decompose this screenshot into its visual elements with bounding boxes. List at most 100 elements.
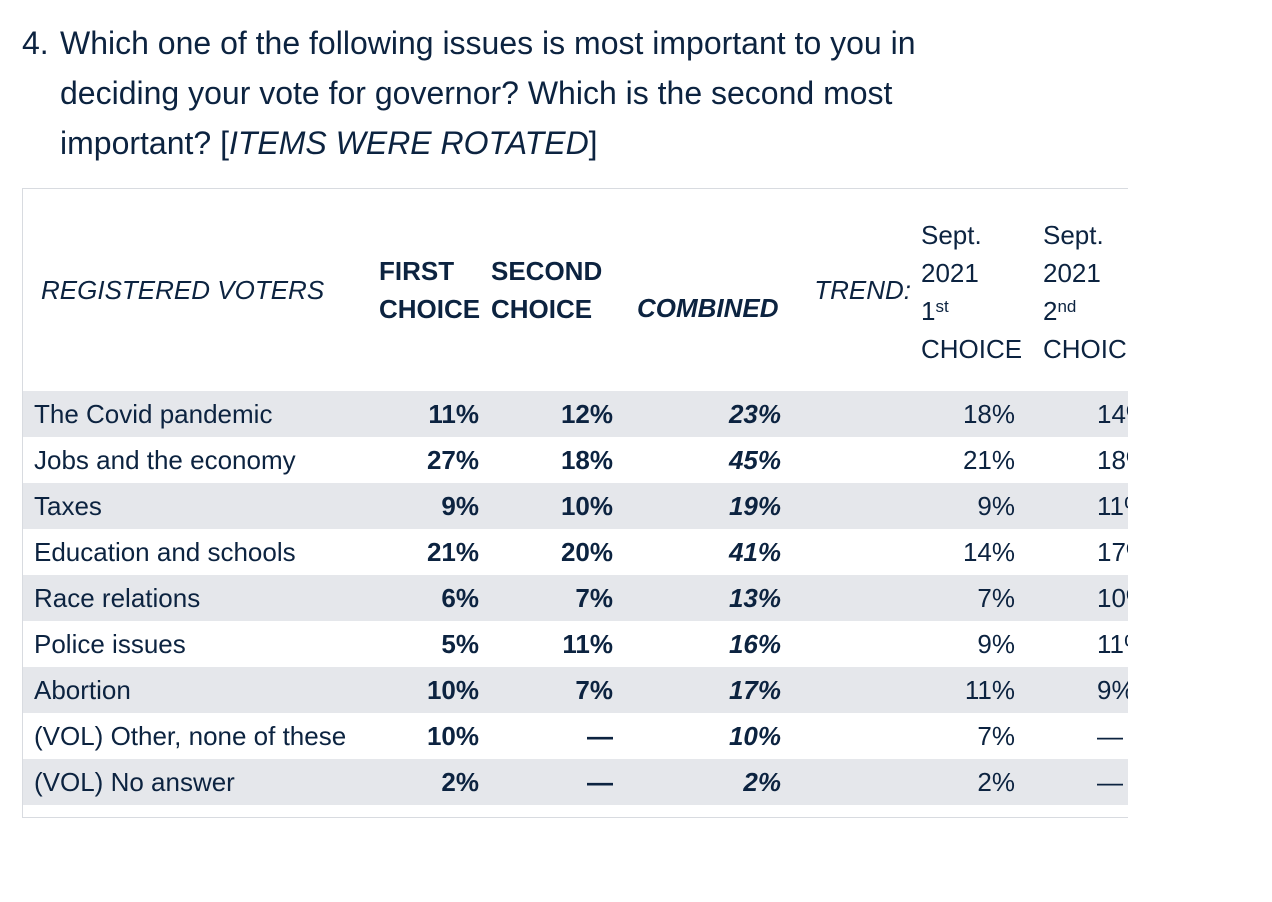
cell-first-choice: 5% <box>441 628 479 659</box>
cell-sept-second: 9% <box>1043 667 1128 713</box>
cell-sept-second: 11% <box>1097 628 1128 659</box>
cell-sept-first: 9% <box>977 628 1015 659</box>
header-sept-second-line4: CHOICE <box>1043 334 1128 364</box>
row-label: (n) <box>23 805 375 818</box>
cell-sept-second: 17% <box>1097 536 1128 567</box>
row-label: Education and schools <box>34 536 296 567</box>
cell-sept-second: — <box>1043 759 1128 805</box>
cell-combined: 41% <box>728 536 781 567</box>
cell-second-choice: (1,005) <box>487 805 621 818</box>
results-table-container: REGISTERED VOTERS FIRST CHOICE SECOND CHOI… <box>22 188 1128 818</box>
cell-second-choice: 7% <box>487 667 621 713</box>
cell-combined: 19% <box>621 483 789 529</box>
question-italic-note: ITEMS WERE ROTATED <box>228 125 589 161</box>
cell-trend-spacer <box>789 437 921 483</box>
cell-sept-second: 14% <box>1043 391 1128 437</box>
row-label: (VOL) Other, none of these <box>34 720 347 751</box>
table-row: Jobs and the economy 27% 18% 45% 21% 18% <box>23 437 1128 483</box>
cell-trend-spacer <box>789 805 921 817</box>
header-sept-first-line2: 2021 <box>921 258 979 288</box>
cell-combined: (1,005) <box>621 805 789 818</box>
header-trend: TREND: <box>814 274 911 305</box>
cell-sept-first: 7% <box>921 575 1043 621</box>
cell-sept-first: 11% <box>921 667 1043 713</box>
row-label: Abortion <box>23 667 375 713</box>
header-sept-first-line1: Sept. <box>921 220 982 250</box>
cell-second-choice: — <box>587 720 613 751</box>
cell-sept-first: 21% <box>962 444 1015 475</box>
header-sept-first-line4: CHOICE <box>921 334 1023 364</box>
header-combined: COMBINED <box>637 292 779 323</box>
header-sept-second: Sept. 2021 2nd CHOICE <box>1043 189 1128 391</box>
header-first-choice: FIRST CHOICE <box>375 189 487 391</box>
row-label: (VOL) No answer <box>23 759 375 805</box>
cell-sept-second: (801) <box>1043 805 1128 818</box>
cell-first-choice: 6% <box>375 575 487 621</box>
cell-second-choice: 18% <box>560 444 613 475</box>
cell-first-choice: 21% <box>426 536 479 567</box>
cell-sept-second: 18% <box>1097 444 1128 475</box>
cell-sept-second: 11% <box>1043 483 1128 529</box>
cell-trend-spacer <box>789 667 921 713</box>
cell-combined: 2% <box>621 759 789 805</box>
table-row: Police issues 5% 11% 16% 9% 11% <box>23 621 1128 667</box>
header-sept-second-line1: Sept. <box>1043 220 1104 250</box>
header-second-line1: SECOND <box>491 256 603 286</box>
cell-sept-first: 7% <box>977 720 1015 751</box>
header-first-line1: FIRST <box>379 256 455 286</box>
table-row: Education and schools 21% 20% 41% 14% 17… <box>23 529 1128 575</box>
table-row: (VOL) Other, none of these 10% — 10% 7% … <box>23 713 1128 759</box>
header-sept-first-ordinal: 1 <box>921 296 936 326</box>
table-row: Race relations 6% 7% 13% 7% 10% <box>23 575 1128 621</box>
header-registered-voters: REGISTERED VOTERS <box>41 274 325 305</box>
cell-second-choice: 11% <box>562 628 613 659</box>
cell-combined: 23% <box>621 391 789 437</box>
question-number: 4. <box>22 25 49 61</box>
cell-first-choice: 2% <box>375 759 487 805</box>
question-text: 4. Which one of the following issues is … <box>22 18 1032 168</box>
question-main-text: Which one of the following issues is mos… <box>60 25 916 161</box>
table-row: Taxes 9% 10% 19% 9% 11% <box>23 483 1128 529</box>
header-second-choice: SECOND CHOICE <box>487 189 621 391</box>
cell-combined: 17% <box>621 667 789 713</box>
cell-sept-second: — <box>1097 720 1123 751</box>
cell-first-choice: 10% <box>375 667 487 713</box>
cell-combined: 13% <box>621 575 789 621</box>
cell-sept-first: 9% <box>921 483 1043 529</box>
header-second-line2: CHOICE <box>491 294 593 324</box>
row-label: The Covid pandemic <box>23 391 375 437</box>
table-row: The Covid pandemic 11% 12% 23% 18% 14% <box>23 391 1128 437</box>
cell-trend-spacer <box>789 621 921 667</box>
header-sept-second-line2: 2021 <box>1043 258 1101 288</box>
cell-first-choice: 10% <box>426 720 479 751</box>
header-first-line2: CHOICE <box>379 294 481 324</box>
row-label: Race relations <box>23 575 375 621</box>
table-row: (VOL) No answer 2% — 2% 2% — <box>23 759 1128 805</box>
cell-second-choice: 10% <box>487 483 621 529</box>
cell-trend-spacer <box>789 713 921 759</box>
header-sept-first: Sept. 2021 1st CHOICE <box>921 189 1043 391</box>
cell-combined: 16% <box>728 628 781 659</box>
cell-combined: 10% <box>728 720 781 751</box>
table-row: Abortion 10% 7% 17% 11% 9% <box>23 667 1128 713</box>
row-label: Taxes <box>23 483 375 529</box>
question-end-bracket: ] <box>588 125 598 161</box>
cell-sept-first: 14% <box>962 536 1015 567</box>
header-sept-first-ordinal-suffix: st <box>935 297 949 316</box>
question-body: Which one of the following issues is mos… <box>22 18 1032 168</box>
cell-sept-second: 10% <box>1043 575 1128 621</box>
cell-second-choice: 20% <box>560 536 613 567</box>
cell-trend-spacer <box>789 575 921 621</box>
cell-first-choice: 27% <box>426 444 479 475</box>
cell-second-choice: 7% <box>487 575 621 621</box>
header-sept-second-ordinal-suffix: nd <box>1057 297 1077 316</box>
cell-first-choice: 11% <box>375 391 487 437</box>
results-table: REGISTERED VOTERS FIRST CHOICE SECOND CHOI… <box>23 189 1128 818</box>
cell-trend-spacer <box>789 483 921 529</box>
cell-combined: 45% <box>728 444 781 475</box>
cell-trend-spacer <box>789 759 921 805</box>
cell-sept-first: 18% <box>921 391 1043 437</box>
cell-second-choice: 12% <box>487 391 621 437</box>
header-sept-second-ordinal: 2 <box>1043 296 1058 326</box>
row-label: Police issues <box>34 628 186 659</box>
